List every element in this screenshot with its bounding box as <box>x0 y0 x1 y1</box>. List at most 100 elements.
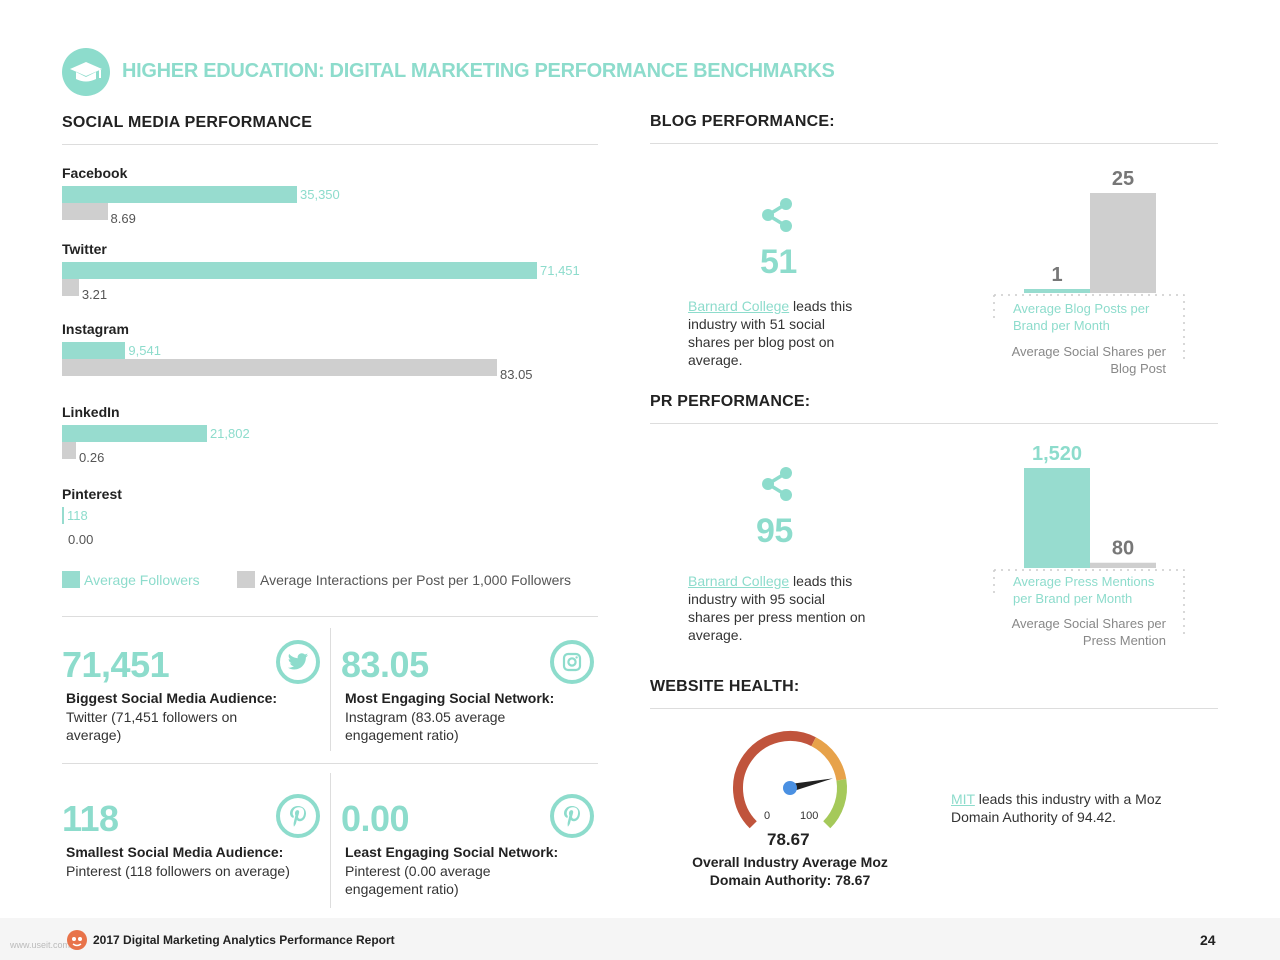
gauge-arc-green <box>823 779 847 829</box>
graduation-cap-icon <box>70 62 102 82</box>
footer-page-number: 24 <box>1200 932 1216 948</box>
twitter-icon <box>276 640 320 684</box>
legend-divider <box>62 616 598 617</box>
footer-watermark: www.useit.com.cn <box>10 940 83 950</box>
blog-mini-value-2: 25 <box>1112 168 1134 190</box>
blog-mini-bar-1 <box>1024 289 1090 293</box>
interactions-value-instagram: 83.05 <box>500 367 533 382</box>
stat-least-engaging-value: 0.00 <box>341 798 410 839</box>
stat-most-engaging-desc: Instagram (83.05 average engagement rati… <box>345 709 506 743</box>
pr-leader-rest: leads this industry with 95 social share… <box>688 573 866 643</box>
blog-big-value: 51 <box>760 243 797 281</box>
pr-label-mentions: Average Press Mentions per Brand per Mon… <box>1013 574 1155 606</box>
legend-label-interactions: Average Interactions per Post per 1,000 … <box>260 572 572 588</box>
stat-most-engaging-title: Most Engaging Social Network: <box>345 690 555 706</box>
graduation-cap-logo <box>62 48 110 96</box>
social-section-title: SOCIAL MEDIA PERFORMANCE <box>62 114 313 131</box>
interactions-bar-facebook <box>62 203 108 220</box>
pr-leader-link[interactable]: Barnard College <box>688 573 790 589</box>
gauge-value-label: 78.67 <box>767 830 810 849</box>
legend-label-followers: Average Followers <box>84 572 200 588</box>
pr-label-shares: Average Social Shares per Press Mention <box>1011 616 1166 648</box>
blog-divider <box>650 143 1218 144</box>
pr-mini-value-2: 80 <box>1112 538 1134 560</box>
followers-value-linkedin: 21,802 <box>209 426 250 441</box>
category-label-linkedin: LinkedIn <box>62 404 120 420</box>
stats-vdivider-bottom <box>330 773 331 908</box>
website-divider <box>650 708 1218 709</box>
instagram-icon <box>550 640 594 684</box>
pr-mini-value-1: 1,520 <box>1032 443 1082 465</box>
stats-hdivider <box>62 763 598 764</box>
followers-value-pinterest: 118 <box>67 508 88 523</box>
pr-mini-bracket-right <box>994 569 1185 635</box>
stat-biggest-audience-desc: Twitter (71,451 followers on average) <box>66 709 238 743</box>
footer-report-title: 2017 Digital Marketing Analytics Perform… <box>93 933 395 947</box>
category-label-facebook: Facebook <box>62 165 128 181</box>
followers-value-twitter: 71,451 <box>540 263 580 278</box>
share-icon <box>760 197 796 238</box>
blog-leader-link[interactable]: Barnard College <box>688 298 790 314</box>
share-icon <box>760 466 796 507</box>
domain-authority-gauge <box>733 731 847 829</box>
pr-divider <box>650 423 1218 424</box>
pr-leader-text: Barnard College leads this industry with… <box>688 572 868 644</box>
gauge-arc-red <box>733 731 816 829</box>
interactions-value-pinterest: 0.00 <box>68 532 94 547</box>
gauge-min-label: 0 <box>764 810 771 822</box>
blog-mini-bracket-right <box>994 294 1185 360</box>
stat-biggest-audience-value: 71,451 <box>62 644 170 685</box>
category-label-instagram: Instagram <box>62 321 129 337</box>
blog-leader-text: Barnard College leads this industry with… <box>688 297 868 369</box>
pr-mini-bar-2 <box>1090 562 1156 568</box>
stat-least-engaging-title: Least Engaging Social Network: <box>345 844 559 860</box>
interactions-value-facebook: 8.69 <box>110 211 136 226</box>
gauge-hub <box>783 781 797 795</box>
website-leader-link[interactable]: MIT <box>951 791 975 807</box>
stat-smallest-audience-title: Smallest Social Media Audience: <box>66 844 284 860</box>
category-label-pinterest: Pinterest <box>62 486 122 502</box>
stat-biggest-audience-title: Biggest Social Media Audience: <box>66 690 278 706</box>
gauge-needle <box>789 778 833 792</box>
footer <box>0 918 1280 960</box>
page-title: HIGHER EDUCATION: DIGITAL MARKETING PERF… <box>122 60 835 82</box>
blog-mini-bar-2 <box>1090 193 1156 293</box>
legend-swatch-followers <box>62 571 80 588</box>
gauge-caption-line2: Domain Authority: 78.67 <box>709 872 871 888</box>
stat-least-engaging-desc: Pinterest (0.00 average engagement ratio… <box>345 863 491 897</box>
blog-label-posts: Average Blog Posts per Brand per Month <box>1013 301 1150 333</box>
followers-bar-linkedin <box>62 425 207 442</box>
pinterest-icon <box>550 794 594 838</box>
pinterest-icon <box>276 794 320 838</box>
followers-bar-twitter <box>62 262 537 279</box>
followers-bar-facebook <box>62 186 297 203</box>
gauge-arc-orange <box>811 737 847 781</box>
gauge-max-label: 100 <box>800 810 819 822</box>
blog-leader-rest: leads this industry with 51 social share… <box>688 298 853 368</box>
stat-smallest-audience-desc: Pinterest (118 followers on average) <box>66 863 290 879</box>
website-section-title: WEBSITE HEALTH: <box>650 678 800 695</box>
followers-value-instagram: 9,541 <box>128 343 161 358</box>
blog-mini-value-1: 1 <box>1051 264 1062 286</box>
category-label-twitter: Twitter <box>62 241 107 257</box>
gauge-caption-line1: Overall Industry Average Moz <box>692 854 888 870</box>
stats-vdivider-top <box>330 628 331 751</box>
pr-big-value: 95 <box>756 512 793 550</box>
social-bar-chart: Facebook 35,350 8.69 Twitter 71,451 3.21 Insta… <box>0 0 640 600</box>
followers-value-facebook: 35,350 <box>300 187 340 202</box>
pr-section-title: PR PERFORMANCE: <box>650 393 811 410</box>
interactions-bar-instagram <box>62 359 497 376</box>
interactions-bar-twitter <box>62 279 79 296</box>
blog-mini-chart: 1 25 <box>993 168 1185 360</box>
report-logo-icon <box>66 929 88 956</box>
stat-smallest-audience-value: 118 <box>62 798 119 839</box>
website-leader-rest: leads this industry with a Moz Domain Au… <box>951 791 1162 825</box>
followers-bar-instagram <box>62 342 126 359</box>
stat-most-engaging-value: 83.05 <box>341 644 429 685</box>
followers-bar-pinterest <box>62 507 64 524</box>
website-leader-text: MIT leads this industry with a Moz Domai… <box>951 790 1191 826</box>
interactions-value-linkedin: 0.26 <box>79 450 105 465</box>
legend-swatch-interactions <box>237 571 255 588</box>
social-divider <box>62 144 598 145</box>
pr-mini-bar-1 <box>1024 468 1090 568</box>
